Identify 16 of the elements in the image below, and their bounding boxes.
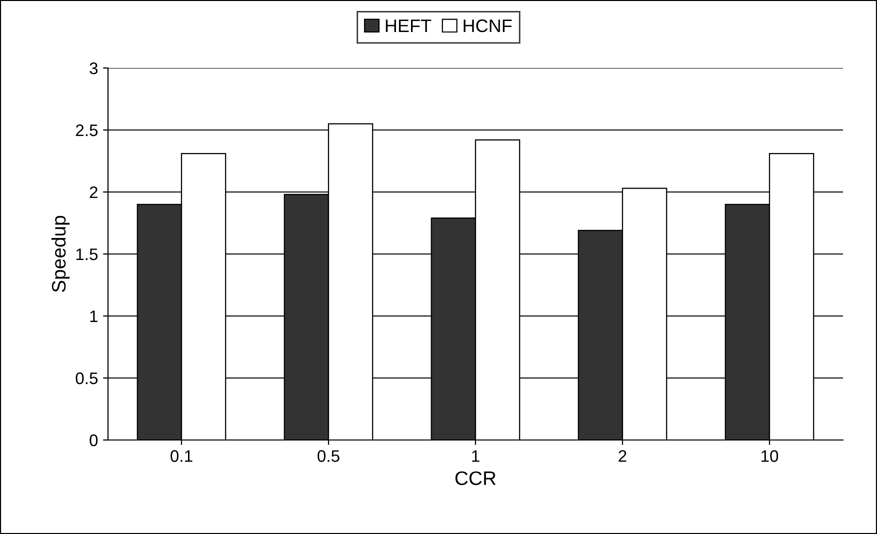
y-tick-label: 0.5 xyxy=(76,372,98,384)
x-tick-label: 1 xyxy=(472,450,480,462)
legend-label: HEFT xyxy=(386,20,432,32)
y-tick-label: 2 xyxy=(90,186,98,198)
x-tick-label: 2 xyxy=(618,450,626,462)
x-tick-label: 10 xyxy=(762,450,778,462)
x-axis-title: CCR xyxy=(455,471,496,486)
y-tick-label: 3 xyxy=(90,62,98,74)
legend-label: HCNF xyxy=(464,19,512,32)
x-tick-label: 0.5 xyxy=(318,450,340,462)
y-tick-label: 1.5 xyxy=(76,248,98,260)
y-axis-title: Speedup xyxy=(51,216,70,292)
y-tick-label: 0 xyxy=(90,434,98,446)
y-tick-label: 1 xyxy=(90,310,98,322)
y-tick-label: 2.5 xyxy=(76,124,98,136)
x-tick-label: 0.1 xyxy=(170,450,192,462)
